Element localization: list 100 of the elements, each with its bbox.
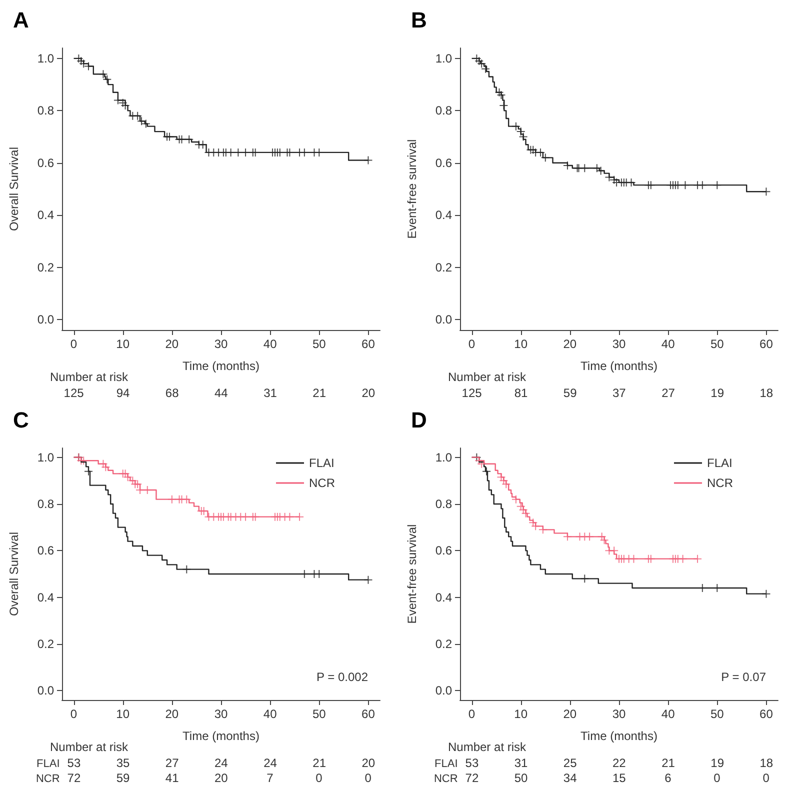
text: NCR (36, 772, 60, 786)
text: 6 (664, 771, 672, 785)
text: 22 (612, 756, 626, 770)
text: 44 (214, 386, 228, 400)
x-tick-label: 20 (165, 337, 179, 351)
text: NCR (434, 772, 458, 786)
y-tick-label: 0.4 (37, 590, 54, 604)
x-tick-label: 60 (760, 707, 774, 721)
text: 125 (64, 386, 84, 400)
text: 7 (266, 771, 274, 785)
text: 20 (214, 771, 228, 785)
x-tick-label: 60 (362, 337, 376, 351)
text: FLAI (434, 757, 458, 771)
text: 27 (662, 386, 675, 400)
text: 25 (563, 756, 577, 770)
x-tick-label: 10 (116, 337, 130, 351)
x-tick-label: 40 (661, 337, 676, 351)
y-tick-label: 0.2 (37, 260, 54, 274)
y-tick-label: 0.2 (435, 637, 452, 651)
x-tick-label: 10 (514, 707, 528, 721)
x-tick-label: 0 (468, 707, 476, 721)
text: FLAI (36, 757, 60, 771)
x-tick-label: 30 (214, 337, 228, 351)
text: Number at risk (448, 370, 526, 384)
x-tick-label: 40 (263, 707, 278, 721)
text: 21 (662, 756, 675, 770)
y-tick-label: 0.6 (37, 156, 54, 170)
y-tick-label: 0.4 (435, 590, 452, 604)
text: 41 (165, 771, 179, 785)
text: 0 (316, 771, 322, 785)
text: 0 (762, 771, 770, 785)
text: 37 (612, 386, 626, 400)
y-tick-label: 0.8 (435, 104, 452, 118)
legend-label: FLAI (707, 456, 732, 470)
text: 72 (67, 771, 81, 785)
text: 21 (312, 756, 326, 770)
x-axis-title: Time (months) (580, 359, 658, 373)
text: 20 (362, 386, 376, 400)
x-tick-label: 30 (612, 707, 626, 721)
text: 72 (465, 771, 479, 785)
x-tick-label: 50 (710, 707, 724, 721)
text: 19 (710, 386, 724, 400)
text: 18 (760, 386, 774, 400)
text: 68 (165, 386, 179, 400)
text: Number at risk (50, 370, 128, 384)
text: 27 (165, 756, 179, 770)
y-tick-label: 0.6 (435, 544, 452, 558)
text: Number at risk (50, 740, 128, 754)
x-tick-label: 20 (563, 337, 577, 351)
x-tick-label: 0 (70, 337, 78, 351)
annotation: P = 0.002 (316, 670, 368, 684)
y-axis-title: Overall Survival (7, 532, 21, 616)
text: 53 (465, 756, 479, 770)
y-tick-label: 1.0 (37, 450, 54, 464)
x-tick-label: 40 (263, 337, 278, 351)
y-axis-title: Overall Survival (7, 146, 21, 232)
y-axis-title: Event-free survival (405, 139, 419, 239)
y-tick-label: 1.0 (435, 450, 452, 464)
text: 59 (116, 771, 130, 785)
x-tick-label: 30 (612, 337, 626, 351)
chart-title: D (411, 408, 427, 432)
x-axis-title: Time (months) (182, 729, 260, 743)
y-tick-label: 1.0 (435, 51, 452, 66)
text: Number at risk (448, 740, 526, 754)
text: 94 (116, 386, 130, 400)
y-tick-label: 0.8 (435, 497, 452, 511)
text: 21 (312, 386, 326, 400)
x-tick-label: 50 (312, 707, 326, 721)
x-tick-label: 60 (362, 707, 376, 721)
legend-label: NCR (707, 476, 734, 490)
text: 20 (362, 756, 376, 770)
y-tick-label: 0.0 (37, 684, 54, 698)
y-tick-label: 0.8 (37, 104, 54, 118)
text: 0 (714, 771, 720, 785)
text: 59 (563, 386, 577, 400)
text: 125 (462, 386, 482, 400)
x-tick-label: 0 (468, 337, 476, 351)
chart-title: C (13, 408, 29, 432)
legend-label: NCR (309, 476, 336, 490)
y-tick-label: 0.0 (37, 312, 54, 327)
x-tick-label: 50 (710, 337, 724, 351)
y-tick-label: 0.6 (37, 544, 54, 558)
x-tick-label: 60 (760, 337, 774, 351)
text: 0 (364, 771, 372, 785)
text: 31 (264, 386, 277, 400)
chart-title: A (13, 8, 29, 32)
y-axis-title: Event-free survival (405, 524, 419, 624)
y-tick-label: 0.6 (435, 156, 452, 170)
y-tick-label: 0.0 (435, 312, 452, 327)
y-tick-label: 0.4 (435, 208, 452, 222)
x-tick-label: 20 (165, 707, 179, 721)
x-tick-label: 30 (214, 707, 228, 721)
y-tick-label: 1.0 (37, 51, 54, 66)
y-tick-label: 0.4 (37, 208, 54, 222)
y-tick-label: 0.2 (435, 260, 452, 274)
x-tick-label: 0 (70, 707, 78, 721)
text: 50 (514, 771, 528, 785)
chart-title: B (411, 8, 427, 32)
x-tick-label: 20 (563, 707, 577, 721)
text: 35 (116, 756, 130, 770)
